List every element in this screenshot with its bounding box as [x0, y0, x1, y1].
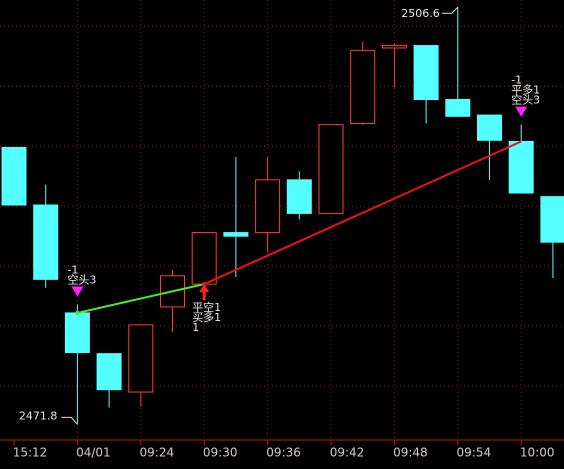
- candle-body: [64, 312, 90, 353]
- candle-body: [381, 45, 407, 49]
- trade-line: [203, 140, 522, 286]
- buy-marker: [199, 284, 210, 301]
- signal-text: 1: [192, 321, 199, 334]
- signal-text: 买多1: [192, 310, 221, 324]
- candle-body: [33, 204, 59, 280]
- candle-body: [286, 179, 312, 214]
- candle-body: [540, 196, 564, 243]
- x-tick-label: 15:12: [13, 446, 48, 460]
- candle-body: [477, 114, 502, 141]
- signal-text: -1: [511, 74, 522, 87]
- x-tick-label: 04/01: [76, 446, 111, 460]
- candle-body: [128, 324, 154, 393]
- high-label: 2506.6: [401, 7, 440, 20]
- trade-line: [77, 283, 205, 314]
- x-tick-label: 09:54: [457, 446, 492, 460]
- signal-text: 平空1: [192, 300, 221, 314]
- signal-text: -1: [67, 264, 78, 277]
- sell-marker: [71, 286, 84, 297]
- signal-text: 平多1: [511, 83, 540, 97]
- candle-body: [445, 99, 471, 117]
- candle-body: [1, 146, 27, 206]
- signal-text: 空头3: [67, 273, 96, 287]
- candle-body: [350, 49, 376, 124]
- candle-body: [255, 179, 281, 234]
- low-leader: [61, 416, 78, 425]
- x-tick-label: 09:48: [393, 446, 428, 460]
- sell-marker: [515, 106, 528, 117]
- high-leader: [441, 6, 459, 14]
- signal-text: 空头3: [511, 93, 540, 107]
- x-tick-label: 09:42: [330, 446, 365, 460]
- trade-point: [75, 310, 80, 315]
- low-label: 2471.8: [19, 409, 58, 422]
- x-tick-label: 09:36: [266, 446, 301, 460]
- x-tick-label: 09:24: [140, 446, 175, 460]
- candle-body: [191, 232, 217, 285]
- candle-body: [318, 124, 344, 214]
- candle-body: [413, 45, 439, 101]
- x-tick-label: 09:30: [203, 446, 238, 460]
- candle-body: [508, 140, 534, 194]
- candle-body: [223, 232, 249, 237]
- candle-body: [96, 353, 122, 391]
- x-tick-label: 10:00: [520, 446, 555, 460]
